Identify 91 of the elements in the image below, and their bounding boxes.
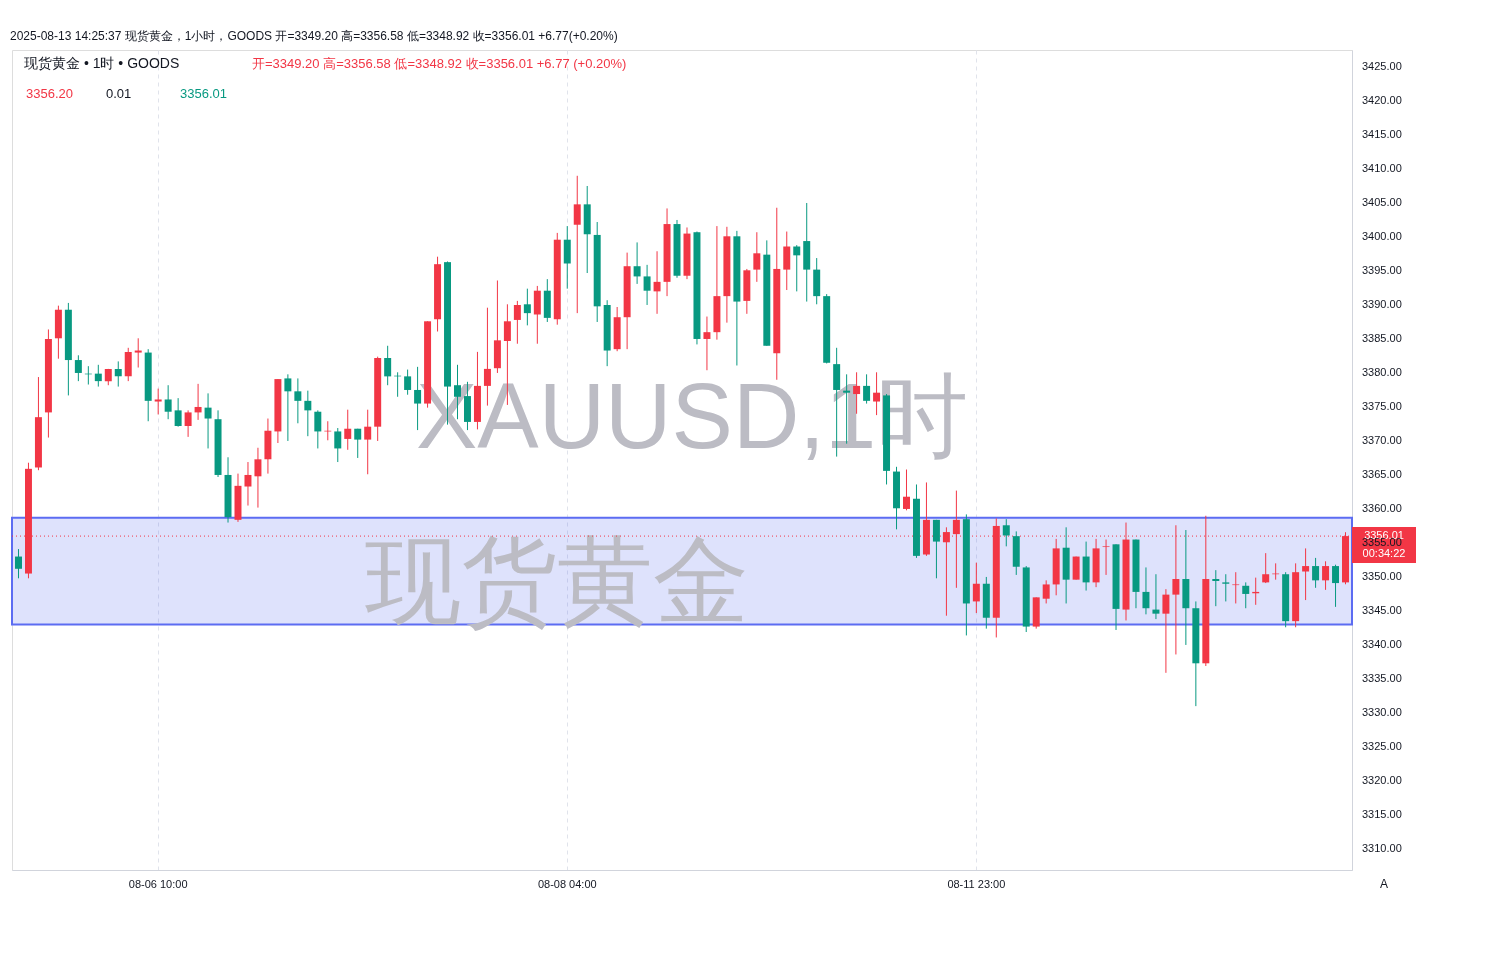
y-tick-label: 3360.00 [1362,501,1402,514]
candlestick [1312,557,1320,589]
text: 00:34:22 [1362,547,1406,560]
candlestick [643,264,651,306]
candlestick [284,373,292,442]
y-tick-label: 3390.00 [1362,297,1402,310]
text: A [1379,877,1389,891]
y-tick-label: 3375.00 [1362,399,1402,412]
x-tick-label: 08-06 10:00 [128,877,188,890]
y-tick-label: 3315.00 [1362,807,1402,820]
y-tick-label: 3395.00 [1362,263,1402,276]
text: 2025-08-13 14:25:37 现货黄金，1小时，GOODS 开=3349.20 高=3356.58 低=3348.92 收=3356.01 +6.77(+0.20%) [10,29,618,43]
x-tick-label: 08-08 04:00 [537,877,597,890]
y-tick-label: 3380.00 [1362,365,1402,378]
candlestick [1142,566,1150,615]
candlestick [74,354,82,382]
candlestick [1232,571,1240,604]
candlestick [1262,552,1270,584]
candlestick [174,397,182,428]
candlestick [1332,564,1340,608]
candlestick [384,345,392,386]
candlestick [1302,547,1310,601]
annotation: 3356.01 [180,86,227,101]
candlestick [903,469,910,511]
candlestick [364,409,372,475]
y-tick-label: 3370.00 [1362,433,1402,446]
candlestick [563,225,571,290]
x-tick-label: 08-11 23:00 [947,877,1006,890]
y-tick-label: 3385.00 [1362,331,1402,344]
candlestick [184,409,192,438]
y-tick-label: 3330.00 [1362,705,1402,718]
candlestick [573,175,581,314]
candlestick [154,388,162,415]
candlestick [533,285,541,345]
annotation: 3356.20 [26,86,73,101]
candlestick [1322,560,1330,591]
y-tick-label: 3365.00 [1362,467,1402,480]
candlestick [703,316,711,371]
candlestick [793,244,801,292]
y-tick-label: 3335.00 [1362,671,1402,684]
candlestick [344,409,352,451]
y-tick-label: 3415.00 [1362,127,1402,140]
candlestick [1172,524,1180,655]
candlestick [513,300,521,345]
annotation: 现货黄金 [365,527,749,634]
y-tick-label: 3325.00 [1362,739,1402,752]
candlestick [114,360,122,388]
y-tick-label: 3320.00 [1362,773,1402,786]
candlestick [334,427,342,463]
candlestick [783,231,791,291]
candlestick [1162,588,1170,674]
y-tick-label: 3410.00 [1362,161,1402,174]
candlestick [1152,573,1160,620]
candlestick [304,390,312,437]
annotation: 0.01 [106,86,132,101]
y-tick-label: 3420.00 [1362,94,1402,106]
candlestick [1042,579,1050,604]
candlestick [1222,573,1230,602]
candlestick [633,241,641,285]
y-tick-label: 3350.00 [1362,569,1402,582]
candlestick [653,250,661,315]
candlestick [1102,539,1110,576]
candlestick [204,392,212,449]
candlestick [164,384,172,420]
candlestick [972,562,980,614]
y-tick-label: 3400.00 [1362,229,1402,242]
candlestick [14,548,22,579]
chart-title: 现货黄金 • 1时 • GOODS [24,55,180,71]
candlestick [1002,518,1010,547]
y-tick-label: 3340.00 [1362,637,1402,650]
text: 开=3349.20 高=3356.58 低=3348.92 收=3356.01 +6.77 (+0.20%) [252,56,627,71]
candlestick [254,447,262,509]
y-tick-label: 3310.00 [1362,841,1402,854]
candlestick [1212,569,1220,607]
y-tick-label: 3405.00 [1362,195,1402,208]
candlestick [404,369,412,396]
candlestick [1242,581,1250,609]
candlestick [354,428,362,459]
y-tick-label: 3345.00 [1362,603,1402,616]
candlestick [94,364,102,388]
candlestick [244,461,252,507]
candlestick [753,231,761,283]
candlestick [134,337,142,369]
candlestick [194,383,202,421]
candlestick [932,519,940,579]
candlestick [294,377,302,424]
candlestick [942,526,950,617]
candlestick [523,288,531,326]
candlestick [952,490,960,589]
y-tick-label: 3425.00 [1362,60,1402,72]
candlestick [314,409,322,449]
